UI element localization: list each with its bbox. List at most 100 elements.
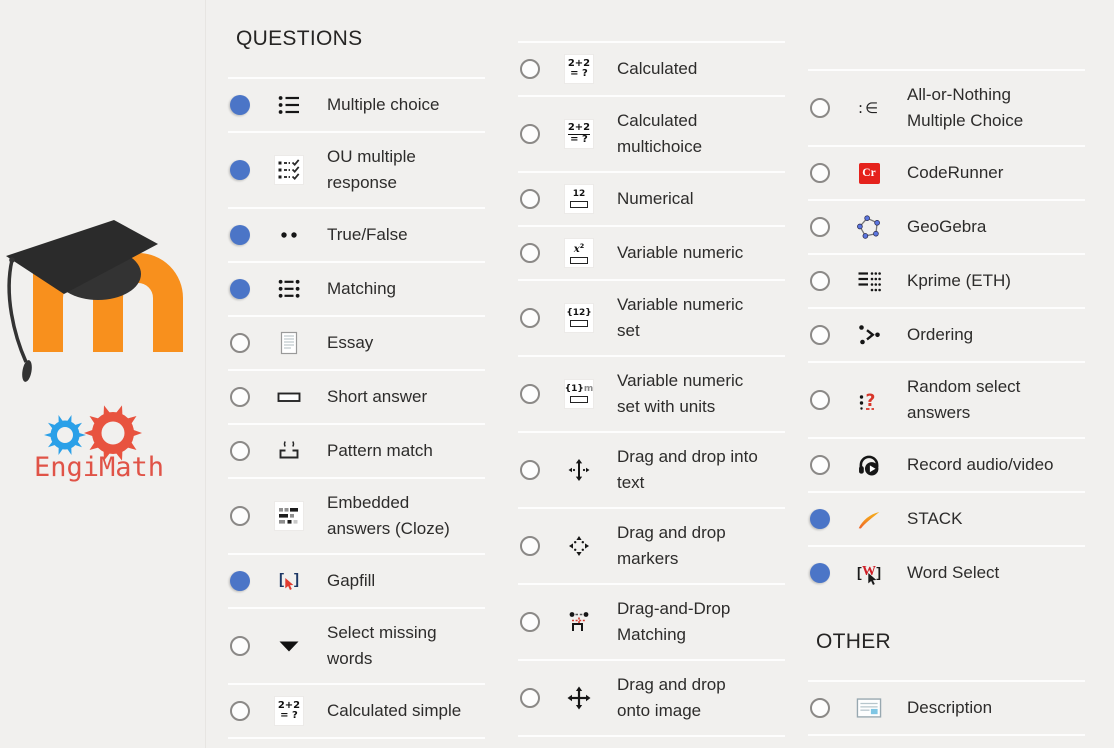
question-type-label: Variable numeric set with units: [617, 371, 744, 416]
svg-text:?: ?: [866, 391, 876, 411]
question-type-label: Record audio/video: [907, 455, 1054, 474]
question-type-label: OU multiple response: [327, 147, 416, 192]
calculated-simple-icon: 2+2 = ?: [274, 696, 304, 726]
radio-unselected[interactable]: [520, 460, 540, 480]
radio-selected[interactable]: [230, 279, 250, 299]
question-type-option[interactable]: GeoGebra: [808, 199, 1085, 253]
question-type-option[interactable]: 2+2 = ? Calculated simple: [228, 683, 485, 739]
radio-unselected[interactable]: [520, 243, 540, 263]
question-type-option[interactable]: Ordering: [808, 307, 1085, 361]
question-type-label: All-or-Nothing Multiple Choice: [907, 85, 1024, 130]
radio-unselected[interactable]: [230, 387, 250, 407]
radio-unselected[interactable]: [230, 441, 250, 461]
question-type-option[interactable]: [] Gapfill: [228, 553, 485, 607]
multiple-choice-icon: [274, 90, 304, 120]
radio-selected[interactable]: [230, 160, 250, 180]
question-column-3: :∈ All-or-Nothing Multiple Choice Cr CodeRu…: [808, 69, 1085, 736]
drag-drop-into-text-icon: [564, 455, 594, 485]
question-type-option[interactable]: [W] Word Select: [808, 545, 1085, 599]
radio-selected[interactable]: [230, 225, 250, 245]
question-type-option[interactable]: :∈ All-or-Nothing Multiple Choice: [808, 69, 1085, 145]
question-type-option[interactable]: STACK: [808, 491, 1085, 545]
numerical-icon: 12: [564, 184, 594, 214]
radio-unselected[interactable]: [810, 325, 830, 345]
question-type-option[interactable]: Multiple choice: [228, 77, 485, 131]
radio-selected[interactable]: [810, 509, 830, 529]
radio-unselected[interactable]: [810, 390, 830, 410]
coderunner-icon: Cr: [854, 158, 884, 188]
random-select-icon: ?: [854, 385, 884, 415]
question-type-label: Short answer: [327, 387, 428, 406]
radio-unselected[interactable]: [810, 98, 830, 118]
question-type-option[interactable]: {1}m Variable numeric set with units: [518, 355, 785, 431]
question-type-option[interactable]: Drag-and-Drop Matching: [518, 583, 785, 659]
calculated-multichoice-icon: 2+2 = ?: [564, 119, 594, 149]
radio-unselected[interactable]: [520, 688, 540, 708]
radio-unselected[interactable]: [230, 701, 250, 721]
question-type-label: True/False: [327, 225, 408, 244]
question-type-option[interactable]: Drag and drop markers: [518, 507, 785, 583]
radio-unselected[interactable]: [520, 384, 540, 404]
question-type-option[interactable]: Description: [808, 680, 1085, 736]
question-type-option[interactable]: Drag and drop into text: [518, 431, 785, 507]
kprime-icon: [854, 266, 884, 296]
radio-unselected[interactable]: [520, 612, 540, 632]
question-type-option[interactable]: Essay: [228, 315, 485, 369]
question-type-label: Drag and drop onto image: [617, 675, 726, 720]
question-type-option[interactable]: Short answer: [228, 369, 485, 423]
radio-unselected[interactable]: [810, 163, 830, 183]
question-type-label: Kprime (ETH): [907, 271, 1011, 290]
question-type-option[interactable]: Matching: [228, 261, 485, 315]
question-type-option[interactable]: Record audio/video: [808, 437, 1085, 491]
question-type-option[interactable]: ? Random select answers: [808, 361, 1085, 437]
question-type-option[interactable]: 12 Numerical: [518, 171, 785, 225]
radio-selected[interactable]: [230, 571, 250, 591]
question-type-option[interactable]: Kprime (ETH): [808, 253, 1085, 307]
question-type-option[interactable]: Pattern match: [228, 423, 485, 477]
engimath-logo: EngiMath: [10, 392, 185, 487]
section-header: OTHER: [816, 630, 891, 653]
question-type-label: GeoGebra: [907, 217, 987, 236]
radio-selected[interactable]: [810, 563, 830, 583]
radio-selected[interactable]: [230, 95, 250, 115]
question-type-label: STACK: [907, 509, 963, 528]
radio-unselected[interactable]: [520, 189, 540, 209]
radio-unselected[interactable]: [230, 333, 250, 353]
radio-unselected[interactable]: [810, 217, 830, 237]
essay-icon: [274, 328, 304, 358]
question-type-option[interactable]: Embedded answers (Cloze): [228, 477, 485, 553]
radio-unselected[interactable]: [520, 308, 540, 328]
question-type-label: Description: [907, 698, 993, 717]
question-type-option[interactable]: True/False: [228, 207, 485, 261]
radio-unselected[interactable]: [520, 59, 540, 79]
radio-unselected[interactable]: [810, 271, 830, 291]
stack-icon: [854, 504, 884, 534]
radio-unselected[interactable]: [810, 455, 830, 475]
radio-unselected[interactable]: [230, 506, 250, 526]
radio-unselected[interactable]: [810, 698, 830, 718]
question-type-option[interactable]: 2+2 = ? Calculated multichoice: [518, 95, 785, 171]
description-icon: [854, 693, 884, 723]
all-or-nothing-icon: :∈: [857, 99, 881, 117]
section-header: QUESTIONS: [236, 27, 363, 50]
radio-unselected[interactable]: [230, 636, 250, 656]
question-type-option[interactable]: Select missing words: [228, 607, 485, 683]
question-type-label: Essay: [327, 333, 374, 352]
question-type-option[interactable]: Drag and drop onto image: [518, 659, 785, 737]
question-type-option[interactable]: Cr CodeRunner: [808, 145, 1085, 199]
question-type-option[interactable]: 2+2 = ? Calculated: [518, 41, 785, 95]
engimath-wordmark: EngiMath: [34, 452, 164, 483]
drag-drop-markers-icon: [564, 531, 594, 561]
radio-unselected[interactable]: [520, 536, 540, 556]
drag-drop-matching-icon: [564, 607, 594, 637]
question-type-label: Calculated: [617, 59, 698, 78]
question-type-option[interactable]: x2 Variable numeric: [518, 225, 785, 279]
question-type-label: Select missing words: [327, 623, 437, 668]
question-type-label: Gapfill: [327, 571, 376, 590]
question-type-option[interactable]: OU multiple response: [228, 131, 485, 207]
question-type-label: Random select answers: [907, 377, 1021, 422]
radio-unselected[interactable]: [520, 124, 540, 144]
question-type-option[interactable]: {12} Variable numeric set: [518, 279, 785, 355]
gear-icon: [44, 415, 86, 455]
cloze-icon: [274, 501, 304, 531]
